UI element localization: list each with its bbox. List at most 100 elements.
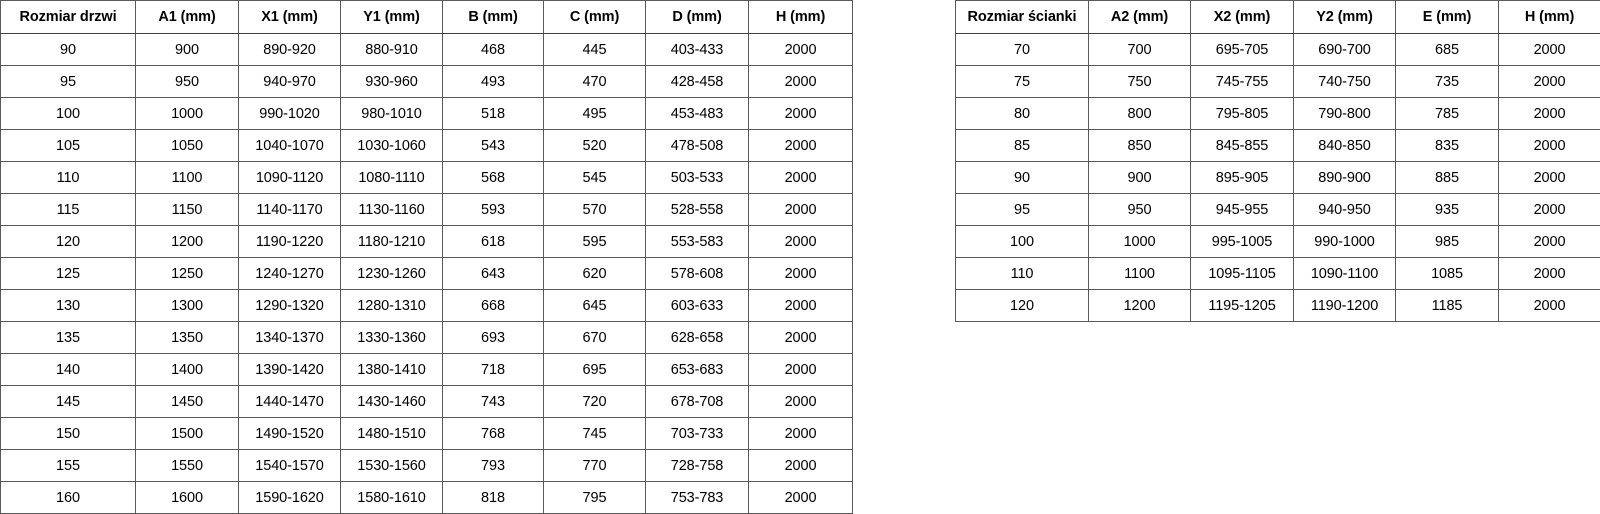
table-cell: 518 [442, 97, 544, 130]
table-cell: 620 [543, 257, 646, 290]
table-cell: 2000 [748, 321, 853, 354]
table-cell: 795-805 [1190, 97, 1294, 130]
table-cell: 90 [955, 161, 1089, 194]
table-cell: 740-750 [1293, 65, 1396, 98]
table-cell: 110 [0, 161, 136, 194]
table-cell: 885 [1395, 161, 1499, 194]
table-row: 110 1100 1090-1120 1080-1110 568 545 503-533 20… [0, 161, 853, 194]
table-cell: 1490-1520 [238, 417, 341, 450]
table-cell: 1230-1260 [340, 257, 443, 290]
table-cell: 495 [543, 97, 646, 130]
table-cell: 2000 [748, 161, 853, 194]
column-header-d: D (mm) [645, 0, 749, 34]
table-cell: 125 [0, 257, 136, 290]
table-cell: 1080-1110 [340, 161, 443, 194]
table-cell: 835 [1395, 129, 1499, 162]
table-cell: 1030-1060 [340, 129, 443, 162]
table-cell: 85 [955, 129, 1089, 162]
table-cell: 985 [1395, 225, 1499, 258]
table-row: 110 1100 1095-1105 1090-1100 1085 2000 [955, 257, 1600, 290]
table-cell: 100 [955, 225, 1089, 258]
table-row: 150 1500 1490-1520 1480-1510 768 745 703-733 20… [0, 417, 853, 450]
table-cell: 160 [0, 481, 136, 514]
table-cell: 2000 [748, 129, 853, 162]
table-cell: 995-1005 [1190, 225, 1294, 258]
table-cell: 890-900 [1293, 161, 1396, 194]
walls-dimensions-table-container: Rozmiar ścianki A2 (mm) X2 (mm) Y2 (mm) … [955, 0, 1600, 322]
table-cell: 75 [955, 65, 1089, 98]
table-cell: 1140-1170 [238, 193, 341, 226]
table-cell: 900 [1088, 161, 1191, 194]
table-cell: 1195-1205 [1190, 289, 1294, 322]
table-cell: 690-700 [1293, 33, 1396, 66]
table-cell: 1100 [135, 161, 239, 194]
table-cell: 135 [0, 321, 136, 354]
table-cell: 2000 [748, 353, 853, 386]
table-cell: 693 [442, 321, 544, 354]
table-cell: 768 [442, 417, 544, 450]
table-cell: 1250 [135, 257, 239, 290]
table-cell: 1130-1160 [340, 193, 443, 226]
table-row: 80 800 795-805 790-800 785 2000 [955, 97, 1600, 130]
table-cell: 990-1000 [1293, 225, 1396, 258]
table-cell: 1100 [1088, 257, 1191, 290]
table-cell: 1600 [135, 481, 239, 514]
table-cell: 1530-1560 [340, 449, 443, 482]
table-cell: 2000 [748, 289, 853, 322]
table-cell: 520 [543, 129, 646, 162]
table-cell: 120 [955, 289, 1089, 322]
table-cell: 403-433 [645, 33, 749, 66]
table-cell: 743 [442, 385, 544, 418]
table-cell: 818 [442, 481, 544, 514]
table-cell: 800 [1088, 97, 1191, 130]
table-cell: 543 [442, 129, 544, 162]
table-cell: 470 [543, 65, 646, 98]
column-header-c: C (mm) [543, 0, 646, 34]
column-header-h: H (mm) [748, 0, 853, 34]
table-cell: 1340-1370 [238, 321, 341, 354]
table-row: 115 1150 1140-1170 1130-1160 593 570 528-558 20… [0, 193, 853, 226]
table-row: 95 950 940-970 930-960 493 470 428-458 2000 [0, 65, 853, 98]
table-cell: 1550 [135, 449, 239, 482]
walls-dimensions-table: Rozmiar ścianki A2 (mm) X2 (mm) Y2 (mm) … [955, 0, 1600, 322]
table-cell: 668 [442, 289, 544, 322]
table-cell: 785 [1395, 97, 1499, 130]
table-cell: 1380-1410 [340, 353, 443, 386]
table-cell: 940-950 [1293, 193, 1396, 226]
column-header-y2: Y2 (mm) [1293, 0, 1396, 34]
table-cell: 595 [543, 225, 646, 258]
table-cell: 745-755 [1190, 65, 1294, 98]
table-row: 120 1200 1195-1205 1190-1200 1185 2000 [955, 289, 1600, 322]
table-cell: 845-855 [1190, 129, 1294, 162]
table-cell: 570 [543, 193, 646, 226]
table-cell: 428-458 [645, 65, 749, 98]
table-cell: 1480-1510 [340, 417, 443, 450]
table-cell: 1185 [1395, 289, 1499, 322]
table-cell: 685 [1395, 33, 1499, 66]
walls-table-header: Rozmiar ścianki A2 (mm) X2 (mm) Y2 (mm) … [955, 0, 1600, 34]
column-header-b: B (mm) [442, 0, 544, 34]
table-cell: 478-508 [645, 129, 749, 162]
table-cell: 678-708 [645, 385, 749, 418]
table-cell: 695-705 [1190, 33, 1294, 66]
table-cell: 880-910 [340, 33, 443, 66]
column-header-x1: X1 (mm) [238, 0, 341, 34]
table-cell: 453-483 [645, 97, 749, 130]
table-row: 160 1600 1590-1620 1580-1610 818 795 753-783 20… [0, 481, 853, 514]
table-cell: 1580-1610 [340, 481, 443, 514]
table-cell: 745 [543, 417, 646, 450]
table-cell: 2000 [1498, 289, 1600, 322]
table-cell: 1190-1220 [238, 225, 341, 258]
table-cell: 700 [1088, 33, 1191, 66]
table-cell: 1000 [1088, 225, 1191, 258]
table-cell: 155 [0, 449, 136, 482]
table-row: 95 950 945-955 940-950 935 2000 [955, 193, 1600, 226]
table-cell: 770 [543, 449, 646, 482]
table-cell: 735 [1395, 65, 1499, 98]
column-header-h: H (mm) [1498, 0, 1600, 34]
table-cell: 1450 [135, 385, 239, 418]
table-cell: 2000 [748, 33, 853, 66]
table-cell: 1090-1120 [238, 161, 341, 194]
table-cell: 890-920 [238, 33, 341, 66]
